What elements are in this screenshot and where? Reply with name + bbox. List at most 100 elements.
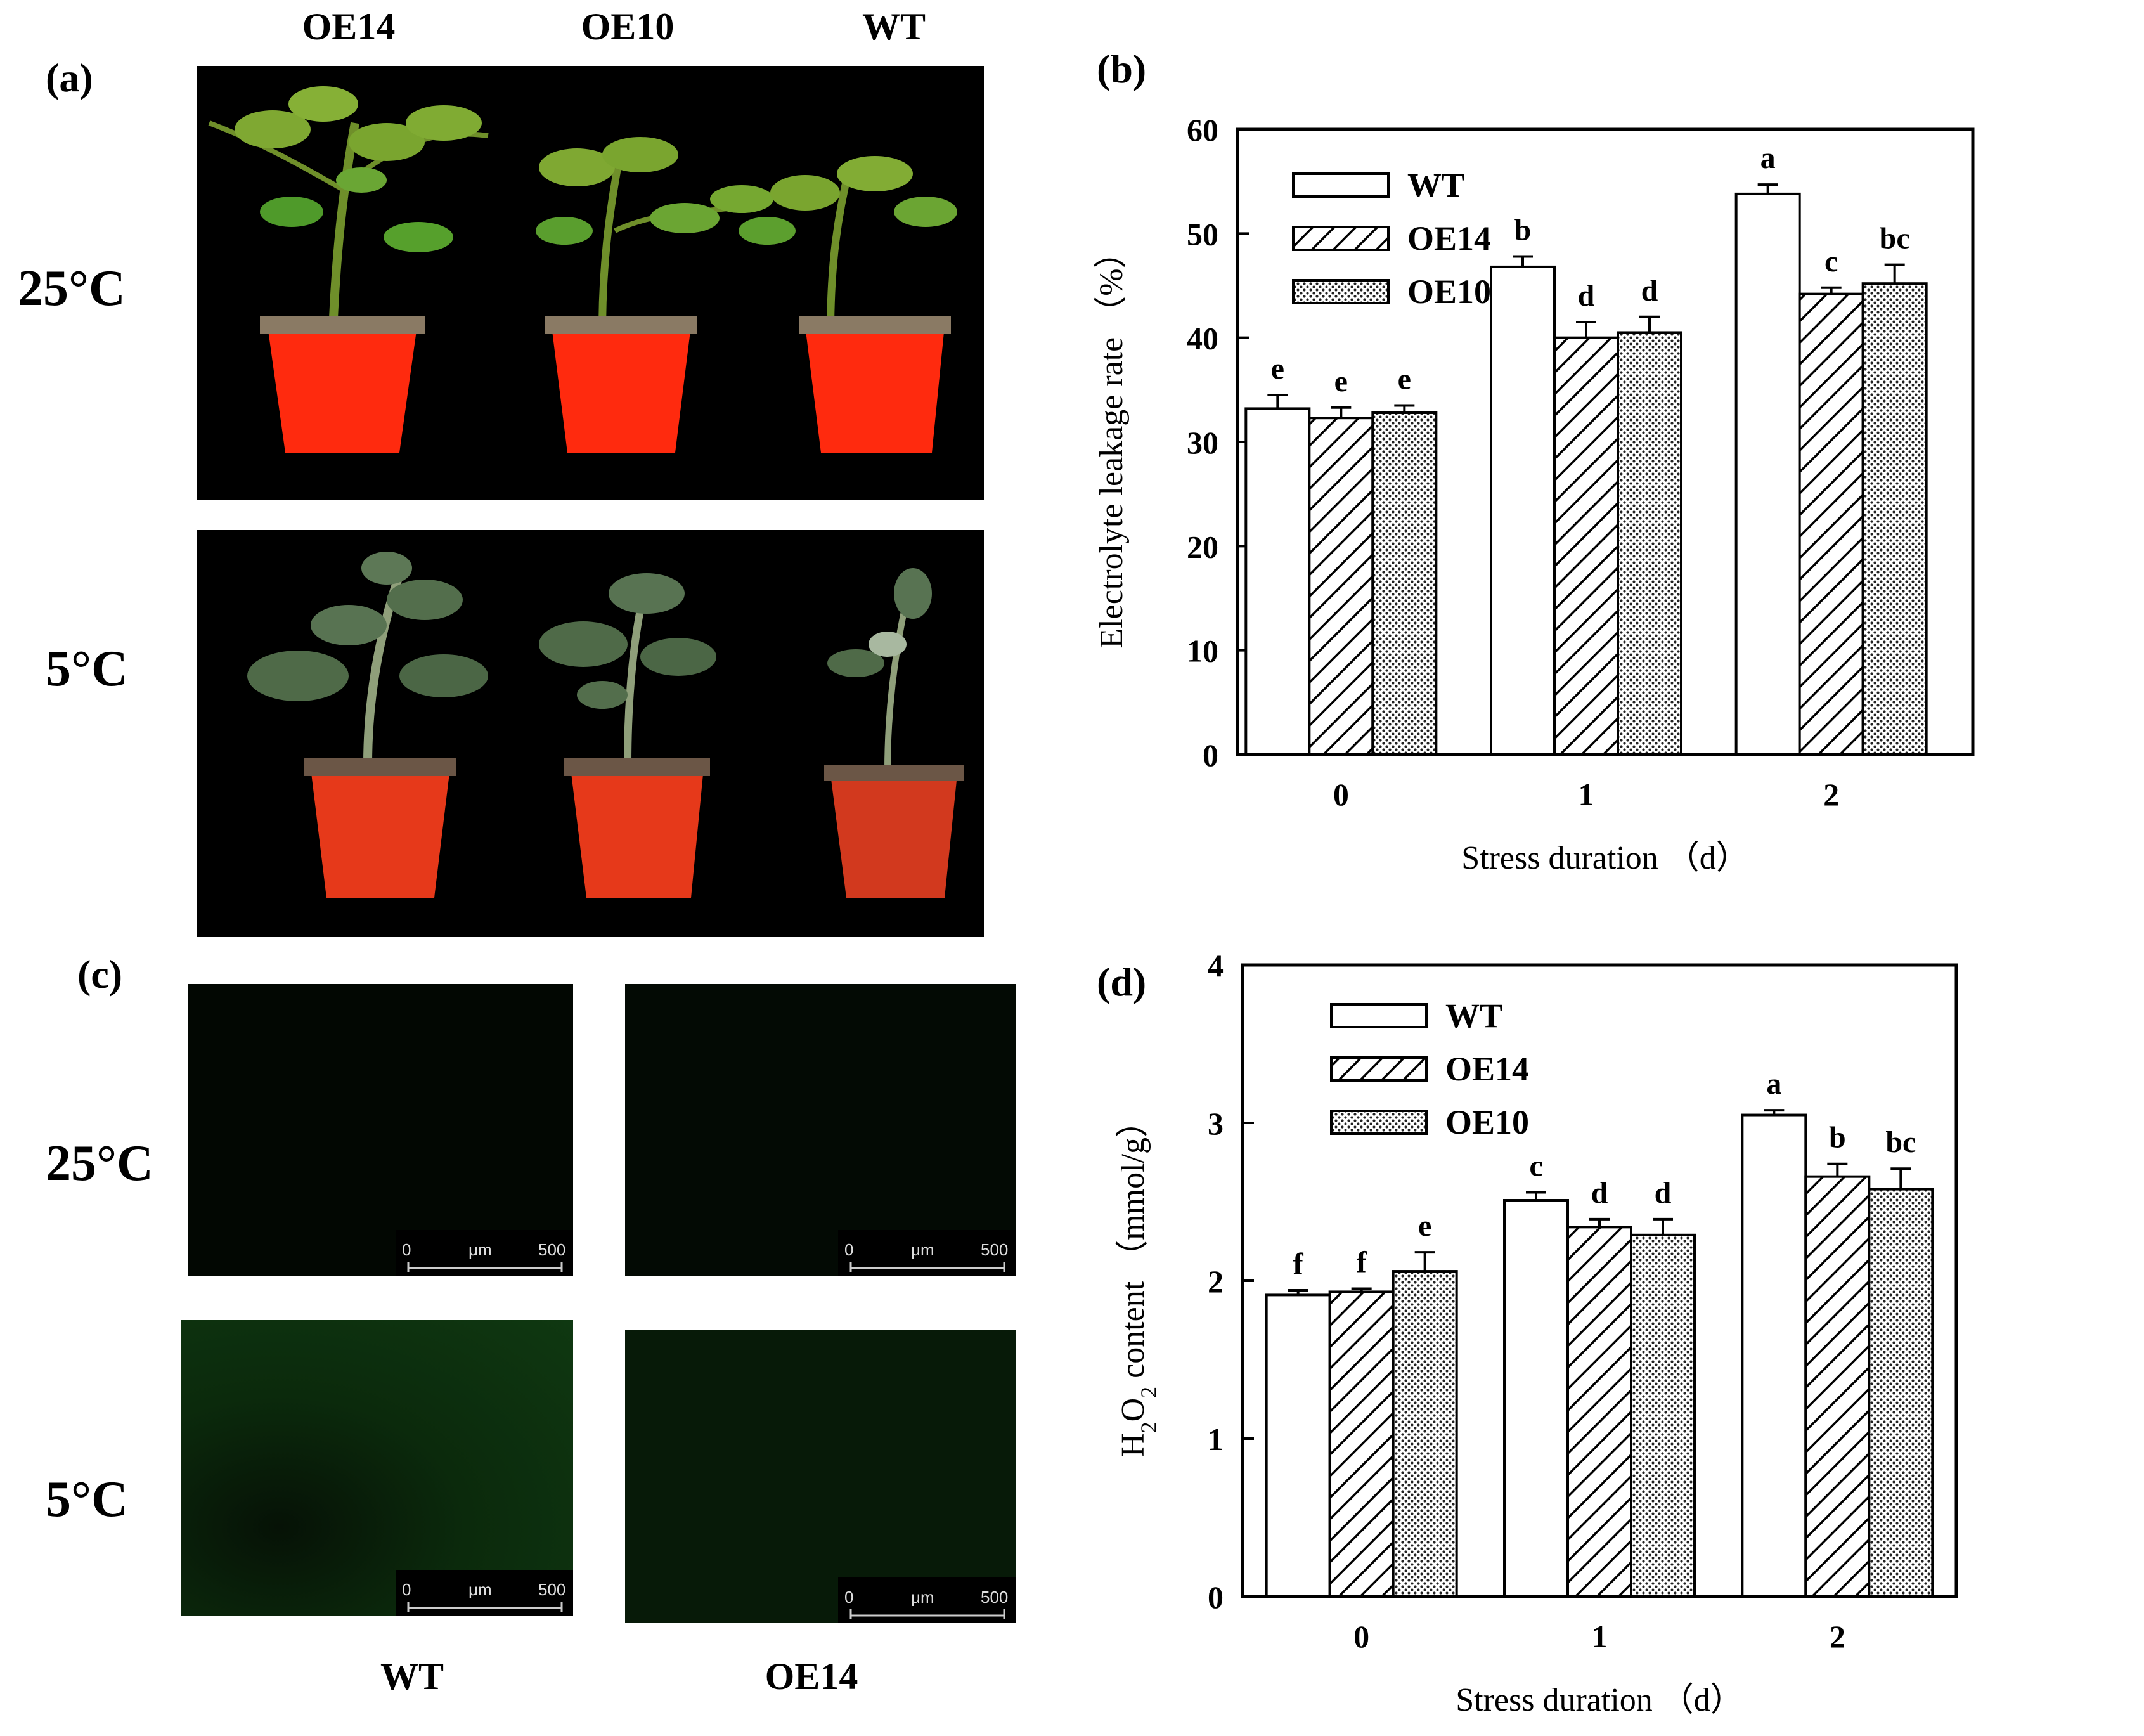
x-tick-label: 0 bbox=[1353, 1619, 1369, 1654]
chart-electrolyte-leakage: (b) 0 10 20 30 40 50 60 0 e e e 1 b d d 2 a c bc WT OE14 OE10 S… bbox=[1094, 46, 1975, 876]
significance-letter: e bbox=[1334, 365, 1348, 398]
legend-swatch-wt bbox=[1292, 172, 1390, 198]
y-tick-label: 20 bbox=[1187, 529, 1218, 564]
panel-a-row-25c: 25°C bbox=[18, 261, 126, 316]
panel-c-column-wt: WT bbox=[380, 1655, 444, 1697]
scale-end: 500 bbox=[538, 1240, 566, 1259]
legend-swatch-oe10 bbox=[1292, 279, 1390, 304]
x-axis-label: Stress duration （d） bbox=[1461, 840, 1749, 876]
fluorescence-oe14-5c: 0 μm 500 bbox=[625, 1330, 1016, 1623]
legend-swatch-oe14 bbox=[1292, 226, 1390, 251]
y-tick-label: 50 bbox=[1187, 216, 1218, 252]
significance-letter: c bbox=[1529, 1150, 1542, 1183]
bar-oe14-day-1 bbox=[1553, 336, 1619, 756]
bar-wt-day-2 bbox=[1734, 192, 1801, 756]
scale-end: 500 bbox=[981, 1588, 1009, 1607]
significance-letter: bc bbox=[1885, 1125, 1916, 1159]
y-axis-label-subscript: 2 bbox=[1136, 1422, 1161, 1433]
plant-wt-5c bbox=[824, 568, 964, 898]
legend-swatch-wt bbox=[1330, 1003, 1428, 1028]
bar-wt-day-0 bbox=[1265, 1293, 1331, 1598]
bar-oe10-day-0 bbox=[1371, 411, 1438, 756]
y-tick-label: 10 bbox=[1187, 633, 1218, 669]
bar-oe10-day-2 bbox=[1868, 1188, 1934, 1598]
y-tick-label: 40 bbox=[1187, 321, 1218, 356]
legend-label-wt: WT bbox=[1445, 997, 1502, 1035]
significance-letter: e bbox=[1271, 352, 1284, 385]
y-tick-label: 1 bbox=[1208, 1422, 1224, 1457]
fluorescence-wt-25c: 0 μm 500 bbox=[188, 984, 573, 1276]
y-axis-label-part: O bbox=[1115, 1398, 1151, 1422]
plant-wt-25c bbox=[739, 156, 957, 453]
panel-label: (b) bbox=[1097, 46, 1146, 91]
legend-label-wt: WT bbox=[1407, 166, 1464, 204]
panel-c-row-25c: 25°C bbox=[46, 1136, 153, 1191]
significance-letter: d bbox=[1655, 1176, 1672, 1210]
scale-start: 0 bbox=[402, 1240, 411, 1259]
scale-bar: 0 μm 500 bbox=[396, 1230, 573, 1276]
y-axis-label-subscript: 2 bbox=[1136, 1387, 1161, 1398]
bar-oe10-day-1 bbox=[1630, 1233, 1696, 1598]
plant-oe14-5c bbox=[247, 552, 488, 898]
significance-letter: b bbox=[1514, 213, 1532, 247]
fluorescence-wt-5c: 0 μm 500 bbox=[181, 1320, 573, 1616]
panel-a-column-oe10: OE10 bbox=[581, 6, 675, 48]
bar-oe14-day-1 bbox=[1566, 1226, 1632, 1598]
bar-oe14-day-0 bbox=[1308, 417, 1374, 756]
panel-label: (d) bbox=[1097, 959, 1146, 1004]
legend-label-oe10: OE10 bbox=[1445, 1103, 1529, 1141]
significance-letter: f bbox=[1357, 1245, 1367, 1279]
fluorescence-oe14-25c: 0 μm 500 bbox=[625, 984, 1016, 1276]
significance-letter: b bbox=[1829, 1121, 1846, 1155]
y-axis-label-part: H bbox=[1115, 1433, 1151, 1457]
significance-letter: d bbox=[1641, 274, 1658, 308]
x-tick-label: 2 bbox=[1830, 1619, 1845, 1654]
bar-oe14-day-2 bbox=[1804, 1175, 1871, 1598]
panel-a-label: (a) bbox=[46, 55, 93, 100]
significance-letter: e bbox=[1398, 362, 1411, 396]
y-tick-label: 3 bbox=[1208, 1106, 1224, 1141]
y-tick-label: 60 bbox=[1187, 112, 1218, 148]
y-axis-label: H2O2 content （mmol/g） bbox=[1115, 1104, 1161, 1457]
panel-a-column-wt: WT bbox=[862, 6, 926, 48]
significance-letter: d bbox=[1578, 279, 1595, 313]
y-axis-label: Electrolyte leakage rate （%） bbox=[1094, 235, 1130, 648]
y-tick-label: 0 bbox=[1203, 737, 1218, 773]
y-axis-label-part: content （mmol/g） bbox=[1115, 1104, 1151, 1387]
y-tick-label: 2 bbox=[1208, 1264, 1224, 1299]
significance-letter: c bbox=[1824, 245, 1838, 278]
plant-photo-25c bbox=[197, 66, 984, 500]
scale-bar: 0 μm 500 bbox=[838, 1577, 1016, 1623]
scale-unit: μm bbox=[468, 1580, 492, 1599]
bar-wt-day-0 bbox=[1244, 407, 1311, 756]
significance-letter: a bbox=[1760, 141, 1776, 175]
plant-oe14-25c bbox=[208, 86, 489, 453]
scale-start: 0 bbox=[844, 1588, 854, 1607]
scale-bar: 0 μm 500 bbox=[396, 1570, 573, 1616]
panel-c-column-oe14: OE14 bbox=[765, 1655, 858, 1697]
scale-end: 500 bbox=[981, 1240, 1009, 1259]
significance-letter: e bbox=[1418, 1209, 1431, 1243]
scale-end: 500 bbox=[538, 1580, 566, 1599]
y-tick-label: 4 bbox=[1208, 948, 1224, 983]
legend-swatch-oe14 bbox=[1330, 1056, 1428, 1082]
x-tick-label: 0 bbox=[1333, 777, 1349, 812]
panel-a-row-5c: 5°C bbox=[46, 641, 128, 697]
bar-oe14-day-0 bbox=[1328, 1290, 1395, 1598]
significance-letter: d bbox=[1591, 1176, 1608, 1210]
x-tick-label: 1 bbox=[1592, 1619, 1608, 1654]
significance-letter: bc bbox=[1880, 222, 1910, 256]
panel-a-column-oe14: OE14 bbox=[302, 6, 396, 48]
scale-bar: 0 μm 500 bbox=[838, 1230, 1016, 1276]
bar-oe10-day-0 bbox=[1392, 1270, 1458, 1598]
plant-oe10-5c bbox=[539, 573, 716, 898]
legend-label-oe14: OE14 bbox=[1407, 219, 1491, 257]
scale-unit: μm bbox=[911, 1588, 934, 1607]
x-tick-label: 1 bbox=[1579, 777, 1594, 812]
legend-label-oe14: OE14 bbox=[1445, 1050, 1529, 1088]
bar-oe14-day-2 bbox=[1798, 292, 1864, 756]
bar-wt-day-2 bbox=[1741, 1113, 1807, 1598]
panel-c-label: (c) bbox=[77, 952, 123, 997]
scale-unit: μm bbox=[911, 1240, 934, 1259]
x-tick-label: 2 bbox=[1823, 777, 1839, 812]
